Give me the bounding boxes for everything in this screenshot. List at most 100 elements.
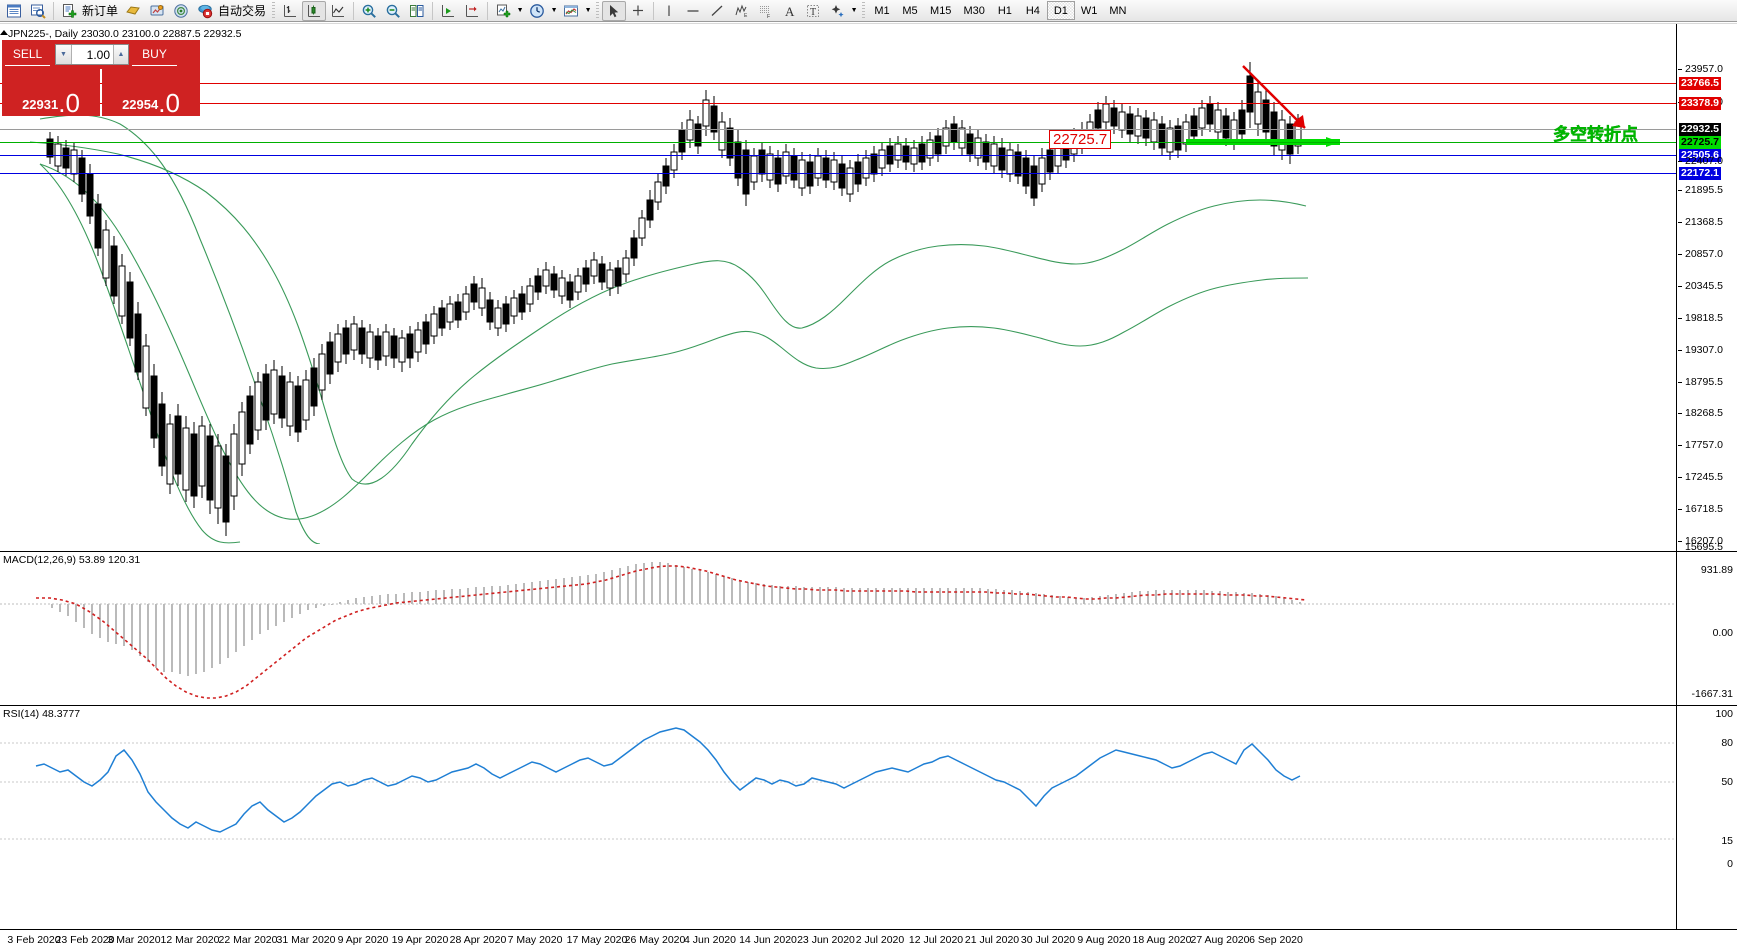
text-label-icon[interactable]: T	[801, 1, 825, 21]
new-order-label[interactable]: 新订单	[82, 4, 119, 18]
sell-button[interactable]: SELL	[5, 44, 50, 66]
rsi-pane-separator	[0, 705, 1737, 706]
time-label: 9 Aug 2020	[1077, 934, 1131, 946]
timeframe-d1[interactable]: D1	[1046, 1, 1075, 20]
time-label: 21 Jul 2020	[964, 934, 1020, 946]
new-order-icon[interactable]	[57, 1, 81, 21]
time-label: 23 Jun 2020	[797, 934, 855, 946]
tile-windows-icon[interactable]	[405, 1, 429, 21]
time-label: 4 Jun 2020	[684, 934, 736, 946]
support-line-22725[interactable]	[0, 142, 1676, 143]
time-label: 23 Feb 2020	[55, 934, 115, 946]
rsi-label: RSI(14) 48.3777	[3, 708, 81, 720]
zoom-in-icon[interactable]	[357, 1, 381, 21]
timeframe-m30[interactable]: M30	[963, 4, 985, 17]
add-indicator-chevron-down-icon[interactable]: ▼	[516, 7, 524, 14]
timeframe-mn[interactable]: MN	[1109, 4, 1127, 17]
sell-price-fraction: .0	[58, 88, 80, 118]
timeframe-w1[interactable]: W1	[1080, 4, 1098, 17]
data-window-icon[interactable]	[26, 1, 50, 21]
one-click-trading-panel[interactable]: SELL ▼ 1.00 ▲ BUY 22931 .0 22954 .0	[2, 40, 200, 116]
period-chevron-down-icon[interactable]: ▼	[550, 7, 558, 14]
chart-area[interactable]: JPN225-, Daily 23030.0 23100.0 22887.5 2…	[0, 23, 1737, 951]
time-label: 30 Jul 2020	[1020, 934, 1076, 946]
downtrend-arrow-annotation	[1242, 65, 1306, 129]
fibonacci-icon[interactable]: F	[753, 1, 777, 21]
macd-tick-min: -1667.31	[1691, 688, 1733, 700]
svg-text:E: E	[744, 13, 748, 19]
line-chart-icon[interactable]	[326, 1, 350, 21]
volume-input[interactable]: 1.00	[86, 47, 110, 62]
time-label: 26 May 2020	[624, 934, 686, 946]
price-badge-support-blue-1: 22505.6	[1679, 149, 1721, 162]
navigator-icon[interactable]	[169, 1, 193, 21]
order-panel-prices: 22931 .0 22954 .0	[2, 69, 200, 116]
zoom-out-icon[interactable]	[381, 1, 405, 21]
arrows-icon[interactable]	[825, 1, 849, 21]
price-badge-resistance-1: 23766.5	[1679, 77, 1721, 90]
macd-label: MACD(12,26,9) 53.89 120.31	[3, 554, 141, 566]
buy-button[interactable]: BUY	[132, 44, 177, 66]
auto-scroll-icon[interactable]	[460, 1, 484, 21]
crosshair-icon[interactable]	[626, 1, 650, 21]
horizontal-line-icon[interactable]	[681, 1, 705, 21]
time-label: 6 Sep 2020	[1249, 934, 1303, 946]
resistance-line-23766[interactable]	[0, 83, 1676, 84]
support-line-22172[interactable]	[0, 173, 1676, 174]
price-callout-value: 22725.7	[1053, 131, 1108, 148]
macd-series	[0, 562, 1676, 699]
time-label: 28 Apr 2020	[449, 934, 507, 946]
price-scale[interactable]: 23957.0 23766.5 23445.0 23378.9 22932.5 …	[1676, 24, 1737, 929]
volume-chevron-up-icon[interactable]: ▲	[113, 45, 128, 64]
auto-trading-label[interactable]: 自动交易	[218, 4, 267, 18]
text-tool-icon[interactable]: A	[777, 1, 801, 21]
main-toolbar: 新订单 自动交易	[0, 0, 1737, 22]
auto-trading-icon[interactable]	[193, 1, 217, 21]
trendline-icon[interactable]	[705, 1, 729, 21]
turning-point-annotation: 多空转折点	[1553, 125, 1638, 145]
rsi-series	[0, 727, 1676, 840]
cursor-icon[interactable]	[602, 0, 627, 21]
price-chart-pane[interactable]: JPN225-, Daily 23030.0 23100.0 22887.5 2…	[0, 24, 1676, 929]
resistance-line-23378[interactable]	[0, 103, 1676, 104]
rsi-tick-80: 80	[1721, 737, 1733, 749]
price-badge-support-green: 22725.7	[1679, 136, 1721, 149]
support-line-22505[interactable]	[0, 155, 1676, 156]
diamond-icon[interactable]	[121, 1, 145, 21]
templates-icon[interactable]	[559, 1, 583, 21]
toolbar-divider-4	[487, 1, 489, 20]
vertical-line-icon[interactable]	[657, 1, 681, 21]
time-label: 27 Aug 2020	[1190, 934, 1250, 946]
time-label: 12 Jul 2020	[908, 934, 964, 946]
timeframe-h4[interactable]: H4	[1025, 4, 1040, 17]
arrows-chevron-down-icon[interactable]: ▼	[850, 7, 858, 14]
order-panel-controls: SELL ▼ 1.00 ▲ BUY	[2, 40, 200, 69]
time-scale[interactable]: 3 Feb 2020 23 Feb 2020 3 Mar 2020 12 Mar…	[0, 929, 1737, 951]
toolbar-divider-3	[432, 1, 434, 20]
volume-stepper[interactable]: ▼ 1.00 ▲	[55, 44, 129, 65]
timeframe-h1[interactable]: H1	[997, 4, 1012, 17]
chart-collapse-icon[interactable]	[0, 30, 8, 35]
market-watch-icon[interactable]	[2, 1, 26, 21]
add-indicator-icon[interactable]	[491, 1, 515, 21]
macd-pane[interactable]: MACD(12,26,9) 53.89 120.31 931.89 0.00 -…	[0, 552, 1737, 704]
shift-end-icon[interactable]	[436, 1, 460, 21]
timeframe-m5[interactable]: M5	[902, 4, 918, 17]
period-clock-icon[interactable]	[525, 1, 549, 21]
bar-chart-icon[interactable]	[278, 1, 302, 21]
price-badge-support-blue-2: 22172.1	[1679, 167, 1721, 180]
rsi-tick-0: 0	[1727, 858, 1733, 870]
svg-text:F: F	[767, 14, 770, 19]
time-label: 3 Mar 2020	[107, 934, 161, 946]
templates-chevron-down-icon[interactable]: ▼	[584, 7, 592, 14]
buy-price-button[interactable]: 22954 .0	[102, 69, 200, 116]
timeframe-m15[interactable]: M15	[930, 4, 952, 17]
sell-price-button[interactable]: 22931 .0	[2, 69, 100, 116]
elliott-wave-icon[interactable]: E	[729, 1, 753, 21]
rsi-pane[interactable]: RSI(14) 48.3777 100 80 50 15 0	[0, 706, 1737, 929]
timeframe-m1[interactable]: M1	[874, 4, 890, 17]
terminal-icon[interactable]	[145, 1, 169, 21]
volume-chevron-down-icon[interactable]: ▼	[56, 45, 72, 64]
candlestick-chart-icon[interactable]	[302, 0, 327, 21]
time-label: 2 Jul 2020	[855, 934, 905, 946]
